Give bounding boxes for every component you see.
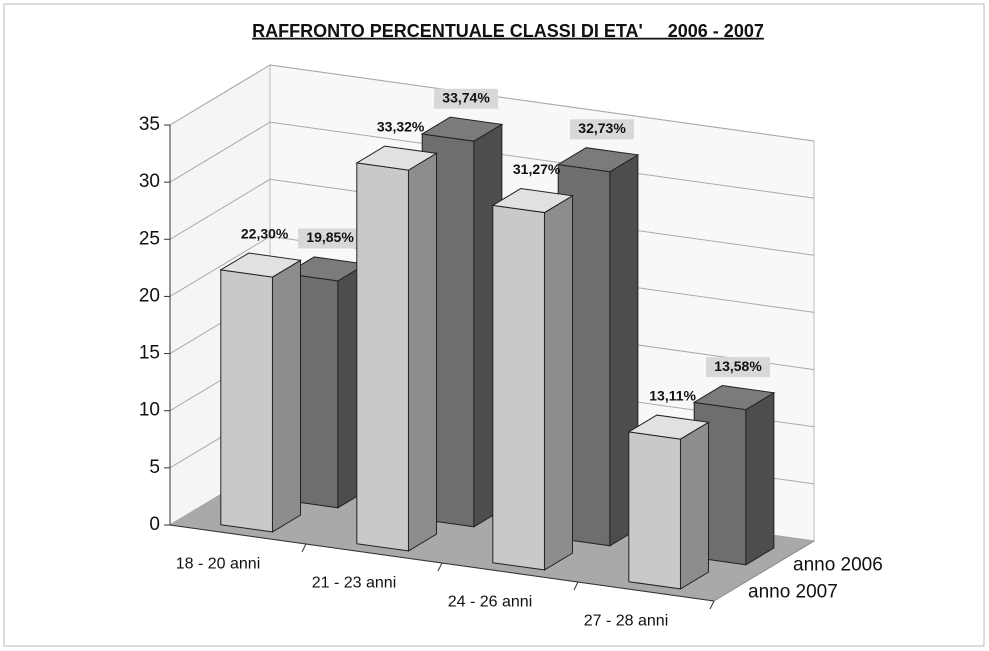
bar-top [491, 188, 574, 214]
bar-top [420, 116, 504, 142]
bar-front [356, 162, 409, 552]
x-tick-label: 21 - 23 anni [312, 575, 397, 592]
bar-top [219, 252, 302, 278]
value-label-bg [434, 88, 499, 109]
x-tick [301, 543, 307, 553]
y-tick-label: 25 [139, 228, 160, 249]
y-tick-label: 30 [139, 171, 160, 192]
bar-front [492, 204, 545, 571]
bar [219, 252, 302, 533]
value-label-bg [298, 228, 363, 249]
bar-side [271, 259, 301, 533]
bar [491, 188, 574, 571]
value-label: 19,85% [306, 229, 354, 245]
x-tick [437, 562, 443, 572]
value-label-bg [570, 119, 635, 140]
x-tick-label: 27 - 28 anni [584, 613, 669, 630]
value-label: 33,74% [442, 89, 490, 105]
y-tick-label: 15 [139, 343, 160, 364]
x-tick-label: 24 - 26 anni [448, 594, 533, 611]
bar-side [543, 194, 573, 571]
value-label: 22,30% [241, 225, 289, 241]
bar-front [220, 269, 273, 533]
x-tick-label: 18 - 20 anni [176, 556, 261, 573]
x-tick [709, 600, 715, 610]
bar-side [407, 152, 437, 552]
bar [627, 414, 710, 590]
value-label-bg [706, 357, 771, 378]
bar-top [355, 145, 438, 171]
grid-line [169, 64, 815, 142]
bar-top [627, 414, 710, 440]
bar-side [679, 421, 709, 590]
value-label: 32,73% [578, 120, 626, 136]
bar-front [628, 431, 681, 590]
y-tick-label: 5 [149, 457, 160, 478]
bar-side [745, 391, 775, 566]
bar [355, 145, 438, 552]
value-label: 13,58% [714, 358, 762, 374]
chart-title: RAFFRONTO PERCENTUALE CLASSI DI ETA' 200… [252, 21, 764, 41]
series-label: anno 2006 [793, 555, 883, 576]
value-label: 31,27% [513, 161, 561, 177]
value-label: 13,11% [649, 387, 696, 403]
y-tick-label: 20 [139, 285, 160, 306]
y-tick-label: 10 [139, 400, 160, 421]
value-label: 33,32% [377, 118, 425, 134]
bar-top [556, 147, 640, 173]
y-tick-label: 35 [139, 114, 160, 135]
series-label: anno 2007 [748, 582, 838, 603]
x-tick [573, 581, 579, 591]
y-tick-label: 0 [149, 514, 160, 535]
bar-top [692, 385, 776, 411]
